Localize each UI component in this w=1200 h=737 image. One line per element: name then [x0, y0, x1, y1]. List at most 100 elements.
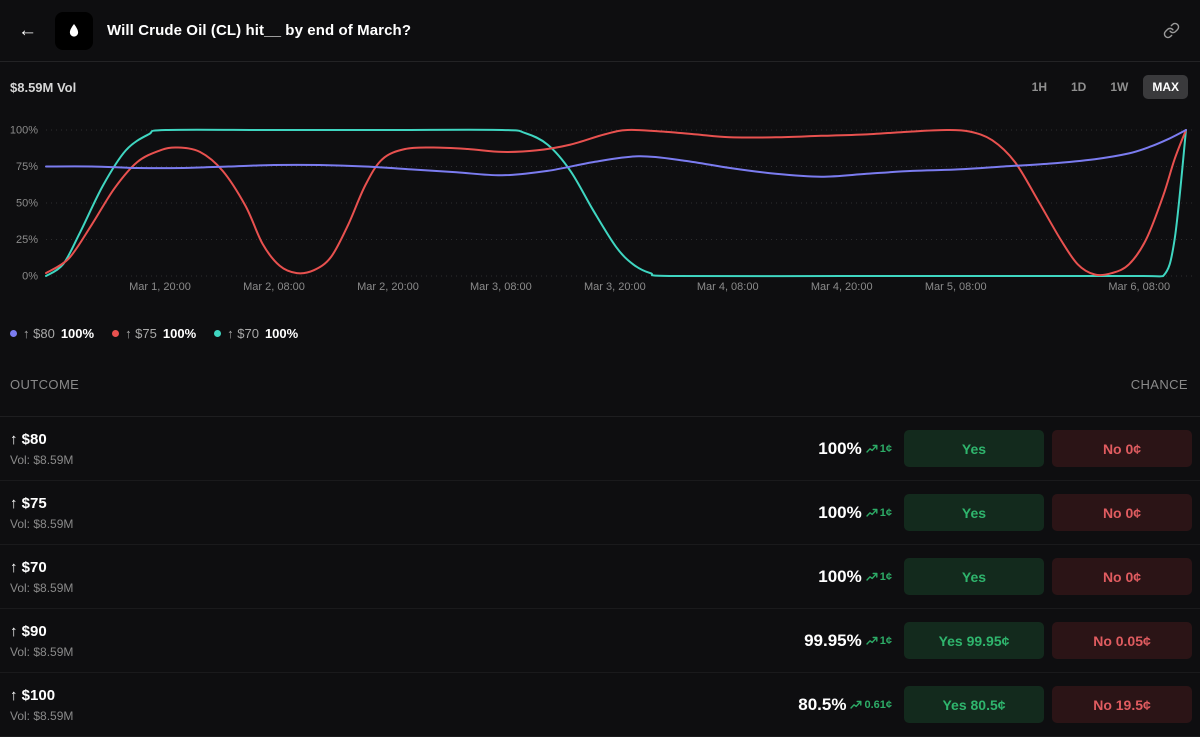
chance-column-header: CHANCE — [1130, 377, 1188, 392]
svg-text:Mar 5, 08:00: Mar 5, 08:00 — [925, 281, 987, 293]
svg-text:50%: 50% — [16, 198, 38, 210]
chance-value: 100% — [818, 438, 862, 458]
buy-no-button[interactable]: No 0¢ — [1052, 558, 1192, 595]
oil-droplet-icon — [69, 23, 79, 37]
chance-cell: 80.5% 0.61¢ — [732, 695, 892, 715]
legend-value: 100% — [162, 326, 197, 341]
trend-up-icon — [866, 636, 878, 645]
link-icon — [1163, 22, 1180, 39]
back-button[interactable]: ← — [14, 19, 41, 42]
svg-text:Mar 4, 20:00: Mar 4, 20:00 — [811, 281, 873, 293]
chart-legend: ↑ $80 100% ↑ $75 100% ↑ $70 100% — [0, 296, 1200, 341]
outcome-column-header: OUTCOME — [10, 377, 80, 392]
svg-text:Mar 3, 08:00: Mar 3, 08:00 — [470, 281, 532, 293]
trend-value: 0.61¢ — [864, 698, 892, 711]
price-trend: 0.61¢ — [850, 699, 892, 711]
trend-up-icon — [866, 444, 878, 453]
legend-item-75: ↑ $75 100% — [112, 326, 196, 341]
legend-label: ↑ $70 — [227, 326, 259, 341]
trend-value: 1¢ — [879, 634, 892, 647]
buy-yes-button[interactable]: Yes — [904, 558, 1044, 595]
legend-item-80: ↑ $80 100% — [10, 326, 94, 341]
price-trend: 1¢ — [866, 571, 892, 583]
table-row: ↑ $90 Vol: $8.59M 99.95% 1¢ Yes 99.95¢ N… — [0, 609, 1200, 673]
outcome-volume: Vol: $8.59M — [10, 452, 74, 467]
outcome-volume: Vol: $8.59M — [10, 708, 74, 723]
svg-text:Mar 1, 20:00: Mar 1, 20:00 — [129, 281, 191, 293]
trend-up-icon — [866, 572, 878, 581]
chart-section: $8.59M Vol 1H 1D 1W MAX 100% 75% 50% 25% 0% M… — [0, 62, 1200, 341]
outcome-label: ↑ $70 — [10, 558, 47, 576]
range-1h[interactable]: 1H — [1023, 75, 1056, 99]
chance-cell: 100% 1¢ — [732, 503, 892, 523]
outcome-label: ↑ $80 — [10, 430, 47, 448]
legend-value: 100% — [264, 326, 299, 341]
chance-value: 80.5% — [798, 694, 847, 714]
outcome-cell: ↑ $100 Vol: $8.59M — [10, 687, 73, 723]
trend-value: 1¢ — [879, 570, 892, 583]
outcome-label: ↑ $100 — [10, 686, 56, 704]
svg-text:Mar 2, 20:00: Mar 2, 20:00 — [357, 281, 419, 293]
buy-no-button[interactable]: No 0¢ — [1052, 494, 1192, 531]
legend-value: 100% — [60, 326, 95, 341]
series-dot-70 — [214, 330, 222, 337]
time-range-selector: 1H 1D 1W MAX — [1023, 75, 1188, 99]
legend-label: ↑ $80 — [23, 326, 55, 341]
chance-value: 100% — [818, 566, 862, 586]
price-trend: 1¢ — [866, 443, 892, 455]
buy-yes-button[interactable]: Yes — [904, 494, 1044, 531]
table-row: ↑ $100 Vol: $8.59M 80.5% 0.61¢ Yes 80.5¢… — [0, 673, 1200, 737]
chance-cell: 100% 1¢ — [732, 567, 892, 587]
range-max[interactable]: MAX — [1143, 75, 1188, 99]
svg-text:100%: 100% — [10, 125, 38, 137]
svg-text:75%: 75% — [16, 161, 38, 173]
volume-label: $8.59M Vol — [10, 79, 77, 95]
price-chart[interactable]: 100% 75% 50% 25% 0% Mar 1, 20:00 Mar 2, 08:00 M… — [0, 96, 1200, 296]
market-icon — [55, 11, 93, 50]
trend-up-icon — [866, 508, 878, 517]
table-header: OUTCOME CHANCE — [0, 341, 1200, 417]
outcome-cell: ↑ $80 Vol: $8.59M — [10, 431, 73, 467]
chance-cell: 100% 1¢ — [732, 439, 892, 459]
buy-no-button[interactable]: No 0¢ — [1052, 430, 1192, 467]
svg-text:Mar 3, 20:00: Mar 3, 20:00 — [584, 281, 646, 293]
svg-text:0%: 0% — [22, 271, 38, 283]
table-row: ↑ $80 Vol: $8.59M 100% 1¢ Yes No 0¢ — [0, 417, 1200, 481]
chance-value: 99.95% — [804, 630, 862, 650]
trend-up-icon — [850, 700, 862, 709]
outcome-cell: ↑ $90 Vol: $8.59M — [10, 623, 73, 659]
series-dot-75 — [112, 330, 120, 337]
outcome-volume: Vol: $8.59M — [10, 580, 74, 595]
table-row: ↑ $70 Vol: $8.59M 100% 1¢ Yes No 0¢ — [0, 545, 1200, 609]
outcome-label: ↑ $90 — [10, 622, 47, 640]
chance-value: 100% — [818, 502, 862, 522]
legend-item-70: ↑ $70 100% — [214, 326, 298, 341]
trend-value: 1¢ — [879, 442, 892, 455]
range-1d[interactable]: 1D — [1062, 75, 1095, 99]
outcome-cell: ↑ $70 Vol: $8.59M — [10, 559, 73, 595]
svg-text:25%: 25% — [16, 234, 38, 246]
buy-yes-button[interactable]: Yes 80.5¢ — [904, 686, 1044, 723]
buy-no-button[interactable]: No 0.05¢ — [1052, 622, 1192, 659]
outcomes-table: OUTCOME CHANCE ↑ $80 Vol: $8.59M 100% 1¢… — [0, 341, 1200, 737]
series-dot-80 — [10, 330, 17, 337]
price-trend: 1¢ — [866, 635, 892, 647]
svg-text:Mar 2, 08:00: Mar 2, 08:00 — [243, 281, 305, 293]
buy-yes-button[interactable]: Yes 99.95¢ — [904, 622, 1044, 659]
svg-text:Mar 4, 08:00: Mar 4, 08:00 — [697, 281, 759, 293]
table-row: ↑ $75 Vol: $8.59M 100% 1¢ Yes No 0¢ — [0, 481, 1200, 545]
price-trend: 1¢ — [866, 507, 892, 519]
market-header: ← Will Crude Oil (CL) hit__ by end of Ma… — [0, 0, 1200, 62]
outcome-volume: Vol: $8.59M — [10, 516, 74, 531]
page-title: Will Crude Oil (CL) hit__ by end of Marc… — [107, 22, 412, 39]
outcome-volume: Vol: $8.59M — [10, 644, 74, 659]
buy-yes-button[interactable]: Yes — [904, 430, 1044, 467]
svg-text:Mar 6, 08:00: Mar 6, 08:00 — [1108, 281, 1170, 293]
trend-value: 1¢ — [879, 506, 892, 519]
outcome-cell: ↑ $75 Vol: $8.59M — [10, 495, 73, 531]
buy-no-button[interactable]: No 19.5¢ — [1052, 686, 1192, 723]
chance-cell: 99.95% 1¢ — [732, 631, 892, 651]
legend-label: ↑ $75 — [125, 326, 157, 341]
range-1w[interactable]: 1W — [1101, 75, 1137, 99]
copy-link-button[interactable] — [1163, 22, 1180, 39]
